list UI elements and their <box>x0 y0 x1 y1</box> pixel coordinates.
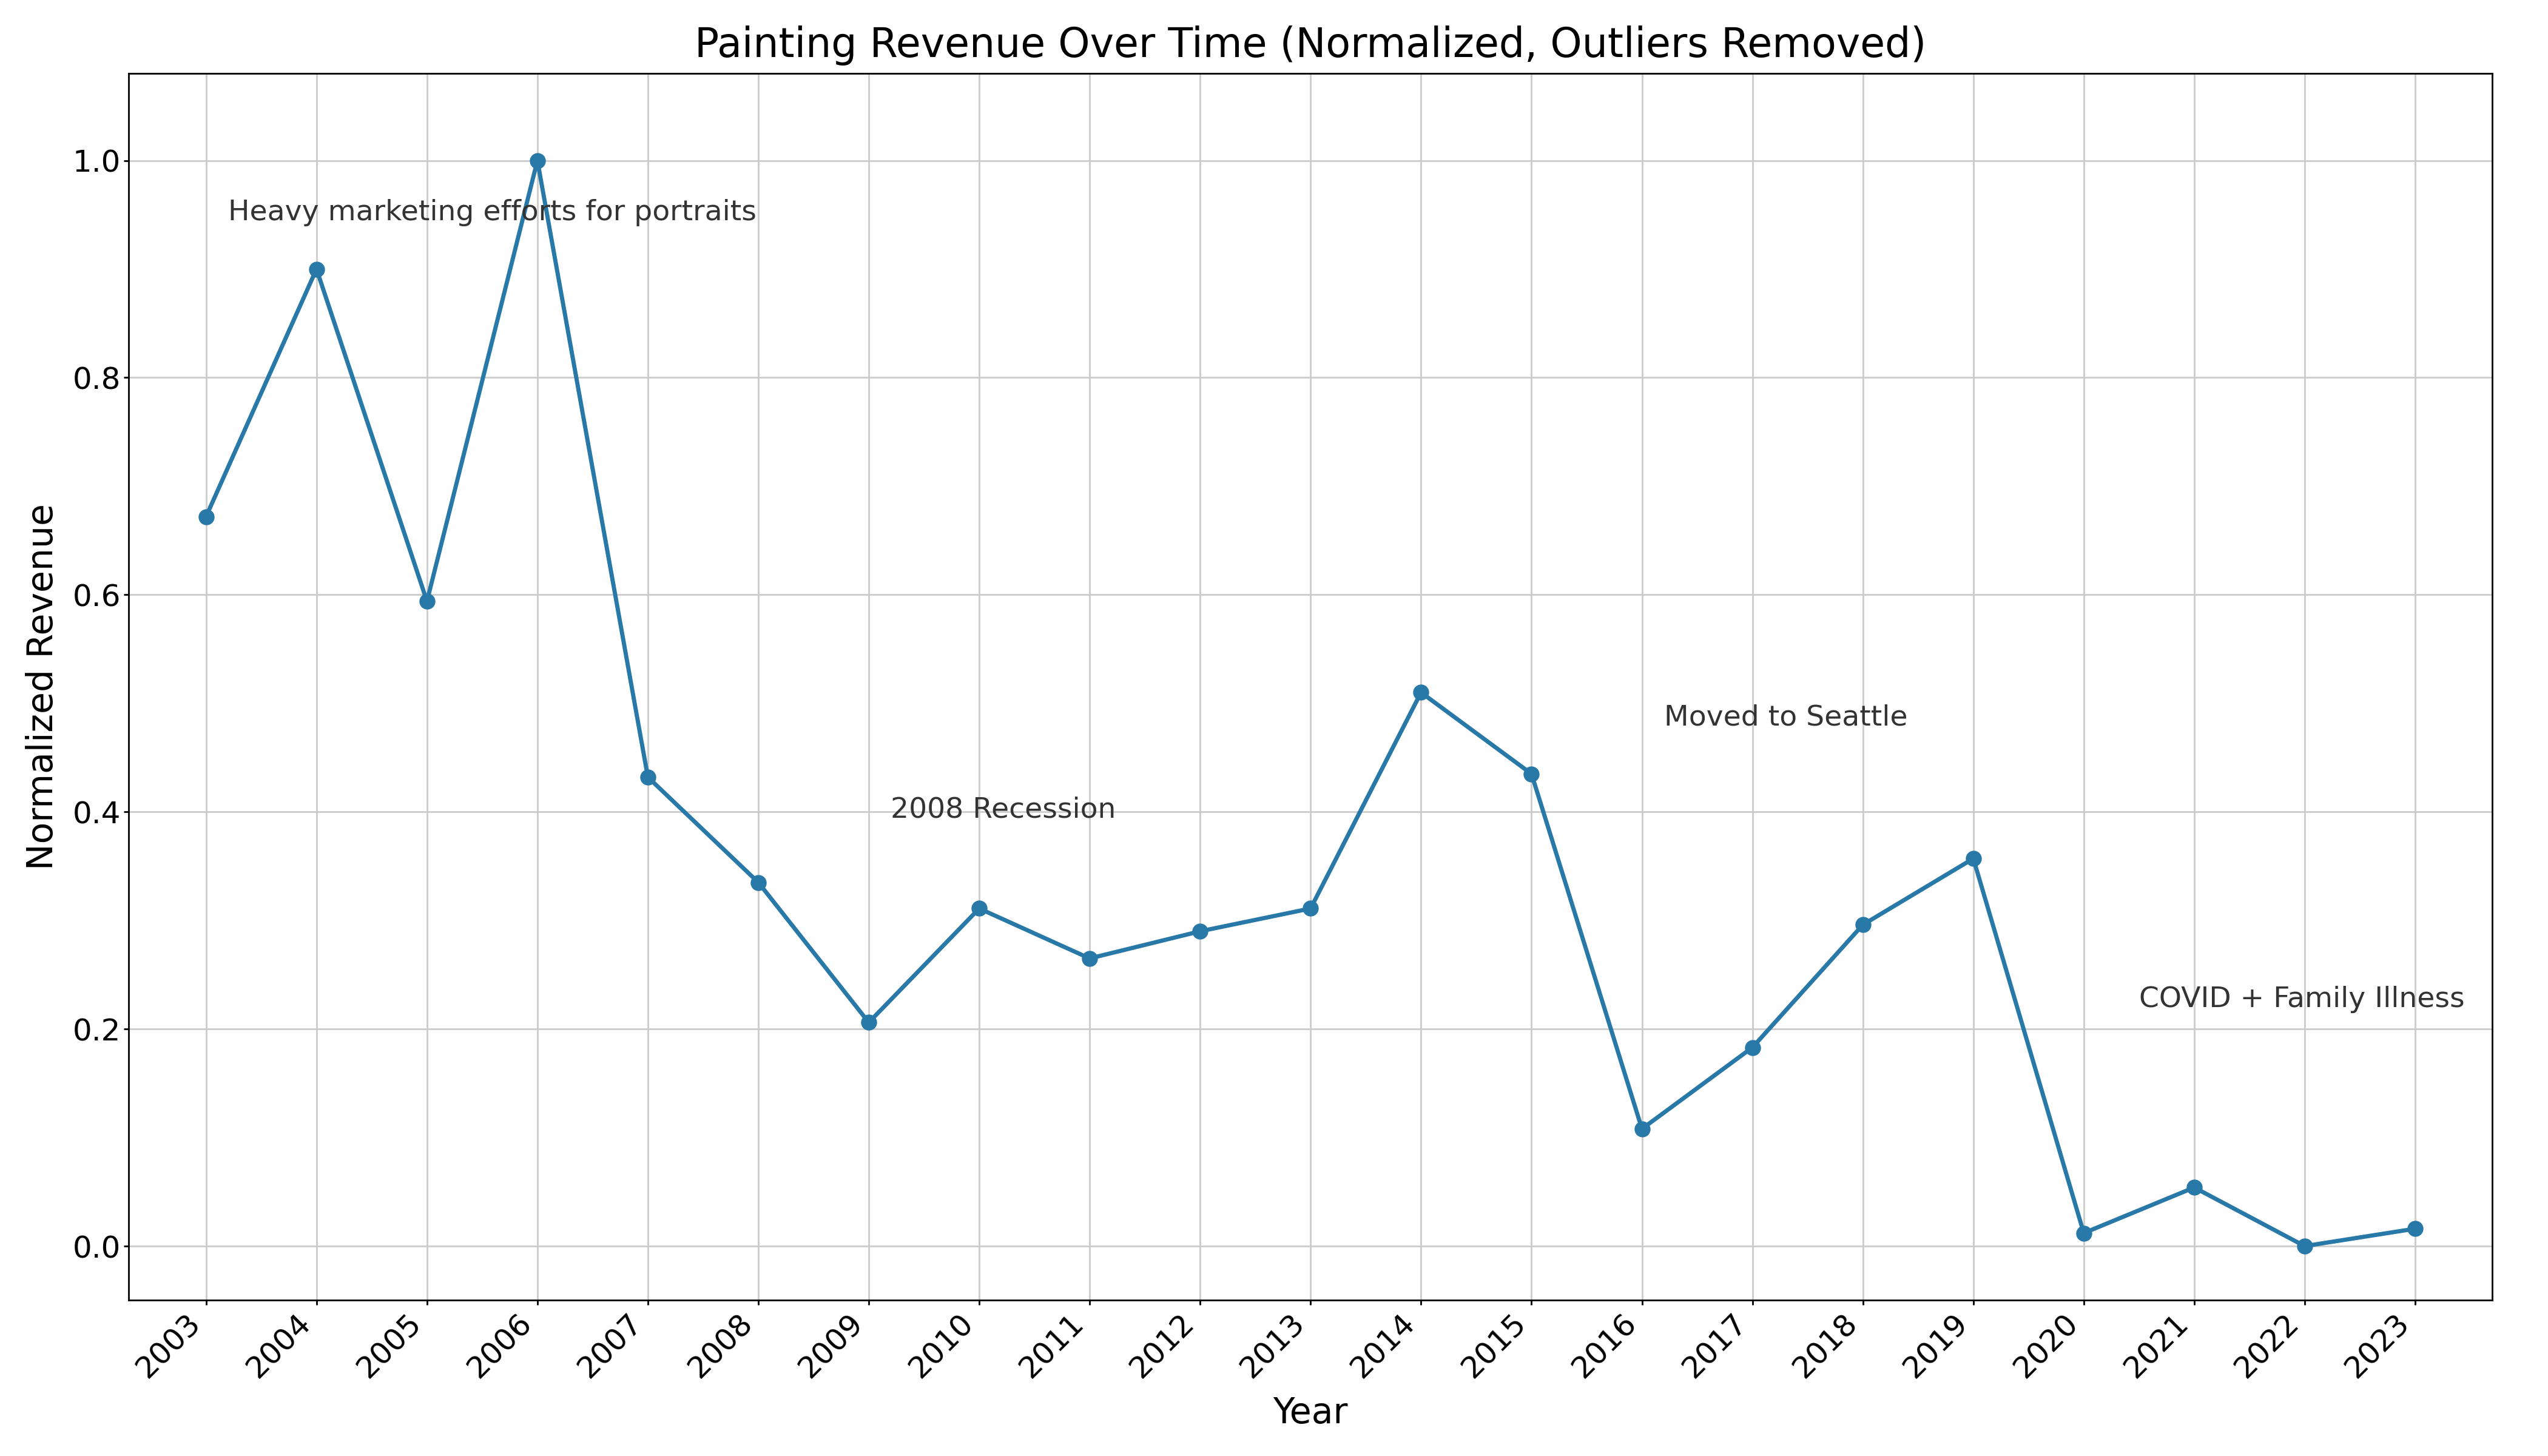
Y-axis label: Normalized Revenue: Normalized Revenue <box>25 504 59 871</box>
Text: COVID + Family Illness: COVID + Family Illness <box>2138 986 2464 1013</box>
Title: Painting Revenue Over Time (Normalized, Outliers Removed): Painting Revenue Over Time (Normalized, … <box>696 25 1926 66</box>
Text: Moved to Seattle: Moved to Seattle <box>1664 703 1908 731</box>
Text: 2008 Recession: 2008 Recession <box>892 796 1116 823</box>
Text: Heavy marketing efforts for portraits: Heavy marketing efforts for portraits <box>229 199 757 226</box>
X-axis label: Year: Year <box>1274 1396 1348 1431</box>
